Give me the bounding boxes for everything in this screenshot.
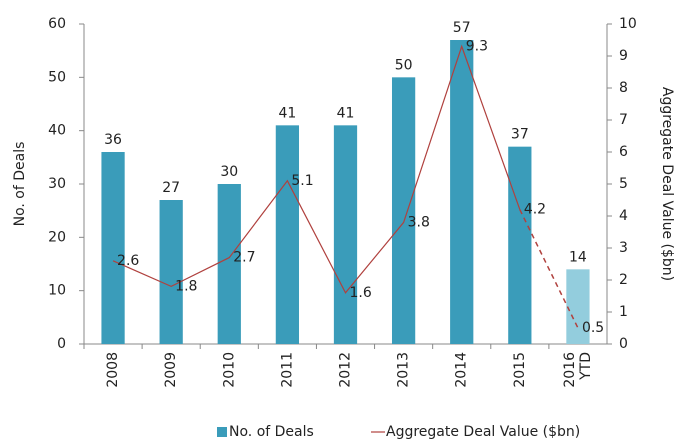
bar-label: 50 <box>395 57 413 73</box>
bar <box>159 200 183 344</box>
y2-tick-label: 7 <box>619 112 628 128</box>
legend-label: No. of Deals <box>229 424 314 440</box>
bar-label: 27 <box>162 180 180 196</box>
bar <box>508 146 532 344</box>
y-tick-label: 50 <box>48 69 66 85</box>
line-label: 4.2 <box>524 202 546 218</box>
y-tick-label: 30 <box>48 176 66 192</box>
y-axis-title: No. of Deals <box>12 142 28 227</box>
bar-label: 37 <box>511 127 529 143</box>
x-tick-label: 2015 <box>512 352 528 388</box>
bar <box>333 125 358 344</box>
x-tick-label: 2016YTD <box>562 352 594 388</box>
x-tick-label: 2009 <box>163 352 179 388</box>
bar-label: 30 <box>220 164 238 180</box>
y-tick-label: 0 <box>57 336 66 352</box>
x-tick-label: 2013 <box>396 352 412 388</box>
y-tick-label: 60 <box>48 16 66 32</box>
y2-tick-label: 0 <box>619 336 628 352</box>
y2-tick-label: 3 <box>619 240 628 256</box>
x-tick-label: 2008 <box>105 352 121 388</box>
line-label: 2.7 <box>233 250 255 266</box>
bar <box>101 152 125 344</box>
bar <box>566 269 590 344</box>
x-tick-label: 2014 <box>454 352 470 388</box>
line-label: 9.3 <box>466 38 488 54</box>
bar <box>391 77 416 344</box>
legend-swatch <box>217 427 227 437</box>
y-tick-label: 40 <box>48 123 66 139</box>
y2-tick-label: 1 <box>619 304 628 320</box>
y2-tick-label: 10 <box>619 16 637 32</box>
bar-label: 57 <box>453 20 471 36</box>
y2-axis-title: Aggregate Deal Value ($bn) <box>659 87 675 281</box>
y2-tick-label: 2 <box>619 272 628 288</box>
line <box>112 44 521 294</box>
line-label: 1.8 <box>175 278 197 294</box>
bar-label: 14 <box>569 249 587 265</box>
y2-tick-label: 4 <box>619 208 628 224</box>
bar <box>275 125 300 344</box>
bar <box>450 40 474 344</box>
bar-label: 36 <box>104 132 122 148</box>
line-label: 0.5 <box>582 320 604 336</box>
bar-label: 41 <box>278 105 296 121</box>
y-tick-label: 20 <box>48 229 66 245</box>
x-tick-label: 2011 <box>279 352 295 388</box>
y2-tick-label: 9 <box>619 48 628 64</box>
y2-tick-label: 8 <box>619 80 628 96</box>
y-tick-label: 10 <box>48 283 66 299</box>
line-dashed <box>519 209 579 329</box>
y2-tick-label: 5 <box>619 176 628 192</box>
legend-label: Aggregate Deal Value ($bn) <box>386 424 580 440</box>
x-tick-label: 2012 <box>338 352 354 388</box>
line-label: 1.6 <box>350 285 372 301</box>
x-tick-label: 2010 <box>221 352 237 388</box>
line-label: 5.1 <box>291 173 313 189</box>
line-label: 3.8 <box>408 214 430 230</box>
y2-tick-label: 6 <box>619 144 628 160</box>
bar-label: 41 <box>337 105 355 121</box>
bar <box>217 184 241 344</box>
line-label: 2.6 <box>117 253 139 269</box>
